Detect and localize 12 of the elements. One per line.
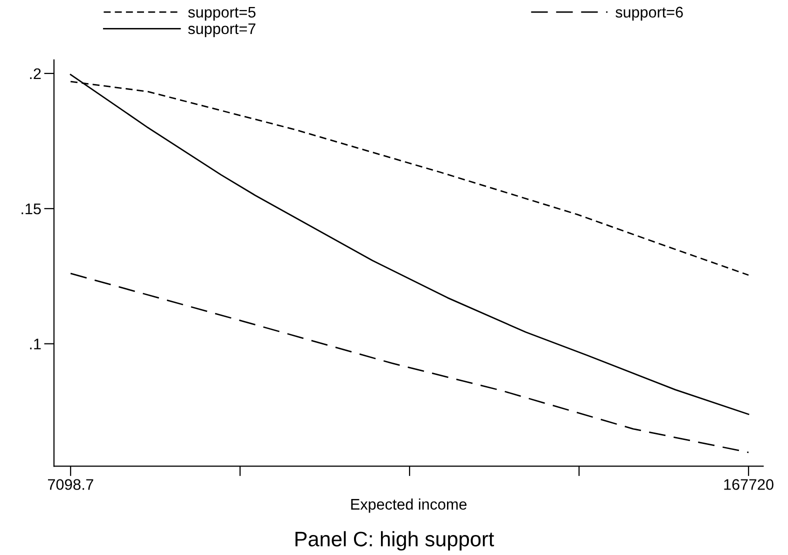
line-series [70,74,750,415]
y-tick-label: .1 [30,338,41,350]
legend-label: support=6 [616,6,683,21]
line-series [70,272,750,454]
legend-label: support=7 [188,23,256,38]
x-tick-label: 7098.7 [48,479,94,490]
legend-label: support=5 [188,6,256,21]
text: Panel C: high support [296,531,494,551]
y-tick-label: .2 [30,68,41,79]
x-tick-label: 167720 [724,479,774,490]
x-axis-title: Expected income [351,498,466,513]
y-tick-label: .15 [22,204,41,214]
